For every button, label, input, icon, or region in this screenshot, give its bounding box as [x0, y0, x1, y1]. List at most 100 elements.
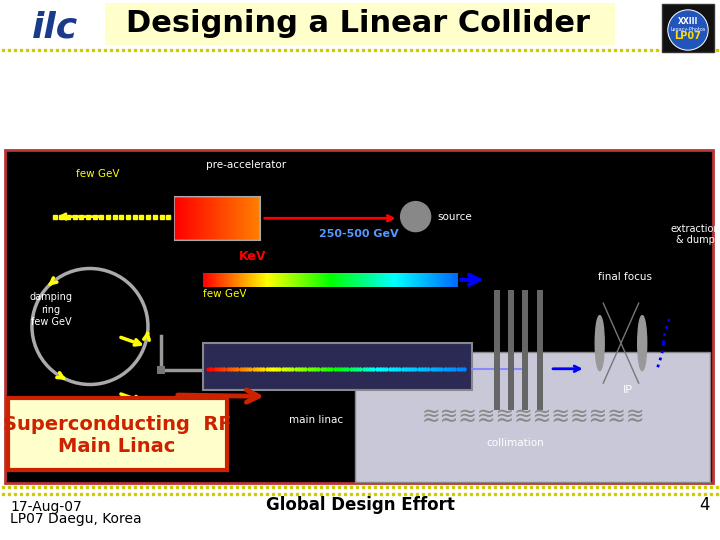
Bar [354, 273, 356, 287]
Bar [346, 273, 348, 287]
Bar [247, 273, 248, 287]
Text: final focus: final focus [598, 272, 652, 282]
Bar [374, 273, 376, 287]
Bar [390, 273, 391, 287]
Bar [383, 273, 384, 287]
Bar [282, 273, 284, 287]
Bar [238, 273, 239, 287]
Bar [418, 273, 419, 287]
Bar [452, 273, 454, 287]
Bar [324, 273, 325, 287]
Text: LP07: LP07 [675, 31, 701, 41]
Bar [292, 273, 294, 287]
Bar [386, 273, 388, 287]
Bar [350, 273, 352, 287]
Bar [244, 273, 246, 287]
Bar [330, 273, 332, 287]
Bar [429, 273, 431, 287]
Bar [226, 273, 228, 287]
Bar [382, 273, 384, 287]
Text: XXIII: XXIII [678, 17, 698, 26]
Bar [380, 273, 382, 287]
Bar [258, 273, 260, 287]
Bar [206, 273, 208, 287]
Bar [220, 273, 222, 287]
Bar [424, 273, 426, 287]
Bar [361, 273, 363, 287]
Circle shape [669, 11, 707, 49]
Bar [326, 273, 328, 287]
Bar [246, 273, 248, 287]
Bar [288, 273, 289, 287]
Bar [217, 273, 219, 287]
Bar [203, 273, 204, 287]
Bar [271, 273, 273, 287]
Bar [175, 197, 260, 240]
Text: main linac: main linac [289, 415, 343, 425]
Bar [439, 273, 441, 287]
Bar [277, 273, 279, 287]
Bar [215, 273, 216, 287]
Text: IP: IP [623, 385, 633, 395]
Bar [240, 273, 242, 287]
Bar [325, 273, 327, 287]
Bar [305, 273, 306, 287]
Bar [449, 273, 450, 287]
Bar [235, 273, 237, 287]
Bar [253, 273, 255, 287]
Circle shape [400, 201, 431, 232]
Bar [203, 343, 472, 390]
Bar [440, 273, 442, 287]
Bar [411, 273, 413, 287]
Bar [336, 273, 337, 287]
Ellipse shape [638, 316, 647, 370]
Bar [296, 273, 298, 287]
Bar [251, 273, 252, 287]
Bar [444, 273, 445, 287]
Text: 250-500 GeV: 250-500 GeV [319, 228, 399, 239]
FancyBboxPatch shape [662, 4, 714, 52]
Bar [218, 273, 220, 287]
Bar [254, 273, 256, 287]
Bar [349, 273, 351, 287]
Bar [308, 273, 310, 287]
Bar [365, 273, 366, 287]
Bar [508, 290, 514, 410]
Bar [264, 273, 265, 287]
Text: 4: 4 [700, 496, 710, 514]
Bar [370, 273, 372, 287]
Bar [446, 273, 448, 287]
Bar [432, 273, 433, 287]
Bar [354, 273, 355, 287]
Bar [373, 273, 374, 287]
Bar [321, 273, 323, 287]
Bar [455, 273, 456, 287]
Bar [319, 273, 320, 287]
Bar [261, 273, 263, 287]
Text: extraction
& dump: extraction & dump [670, 224, 720, 245]
Bar [413, 273, 414, 287]
Bar [348, 273, 350, 287]
Bar [323, 273, 324, 287]
Bar [364, 273, 366, 287]
Bar [228, 273, 229, 287]
Bar [252, 273, 253, 287]
Bar [366, 273, 368, 287]
Text: ≋≋≋≋≋≋≋≋≋≋≋≋: ≋≋≋≋≋≋≋≋≋≋≋≋ [421, 407, 644, 427]
Bar [426, 273, 428, 287]
Bar [328, 273, 330, 287]
FancyBboxPatch shape [8, 398, 227, 470]
Bar [291, 273, 293, 287]
Bar [378, 273, 379, 287]
Bar [456, 273, 458, 287]
Bar [205, 273, 207, 287]
Bar [287, 273, 288, 287]
Bar [300, 273, 301, 287]
Bar [280, 273, 282, 287]
Bar [395, 273, 397, 287]
Bar [275, 273, 276, 287]
Bar [223, 273, 225, 287]
Bar [278, 273, 280, 287]
Bar [442, 273, 444, 287]
Bar [416, 273, 418, 287]
